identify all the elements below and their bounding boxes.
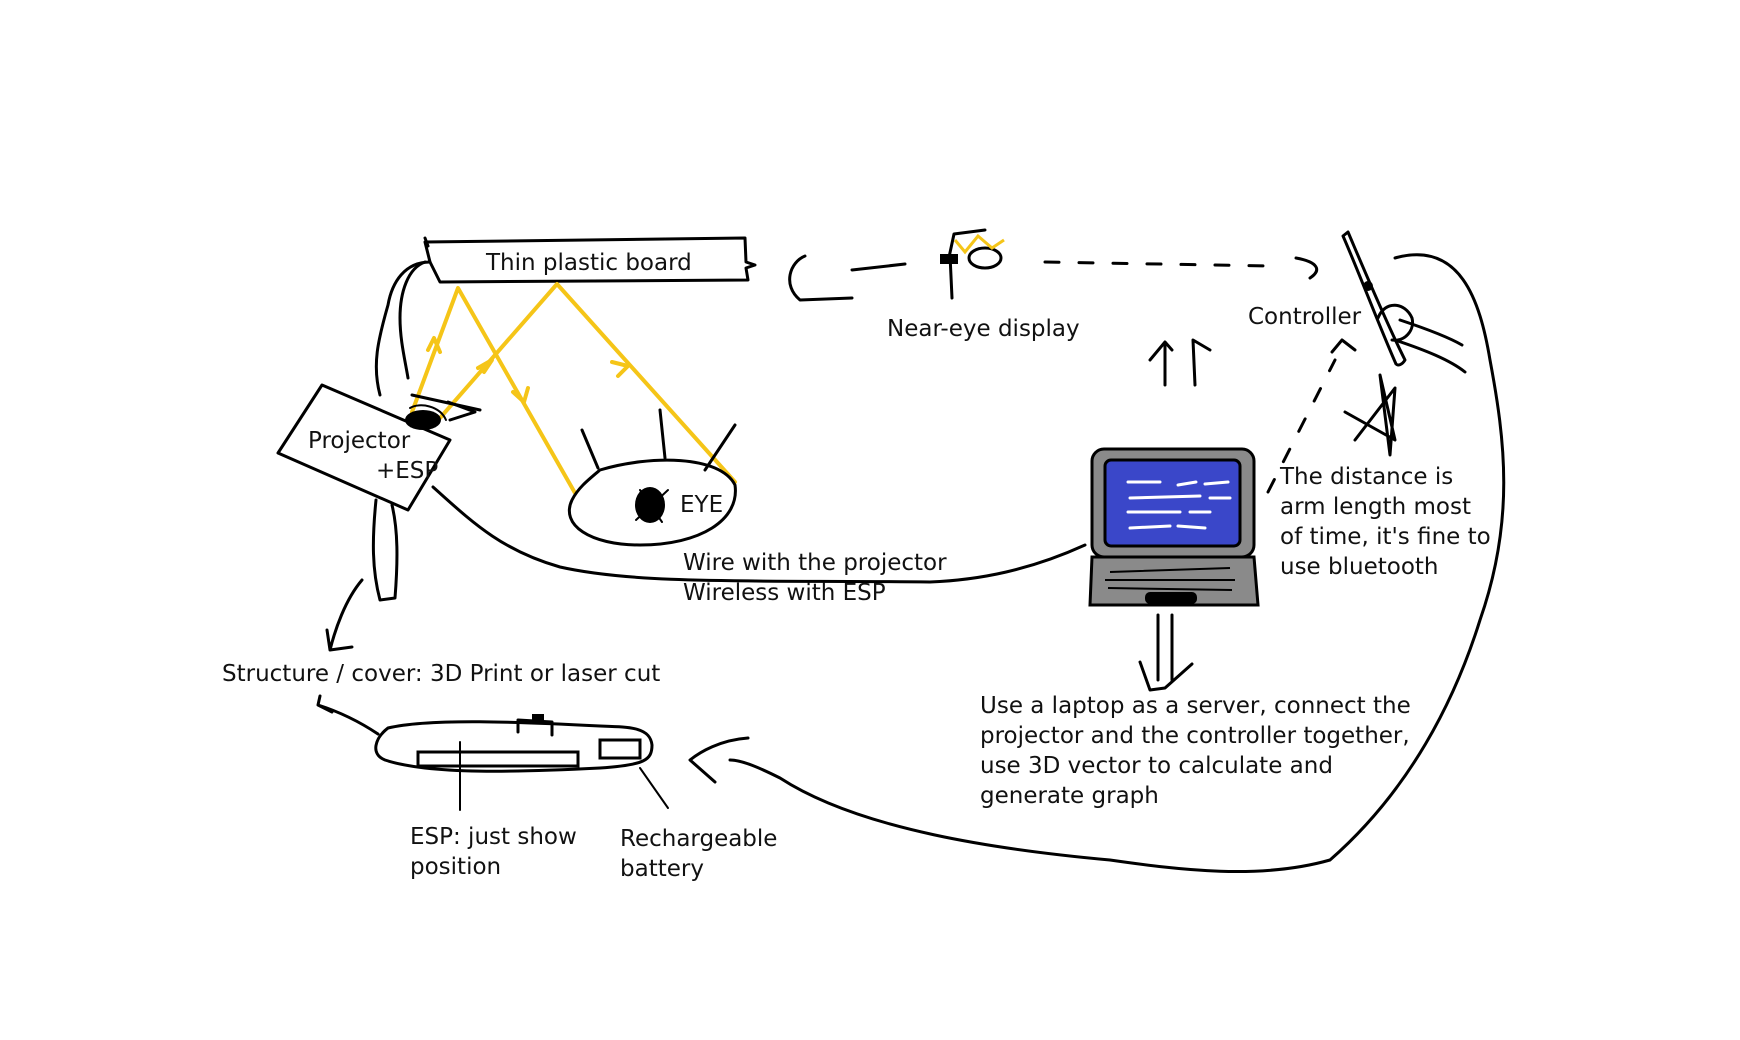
board-to-display-curve bbox=[788, 254, 907, 302]
structure-label: Structure / cover: 3D Print or laser cut bbox=[222, 661, 660, 687]
controller-label: Controller bbox=[1248, 304, 1362, 330]
distance-note-line2: arm length most bbox=[1280, 494, 1471, 520]
projector-laptop-wire bbox=[431, 485, 1087, 584]
esp-to-structure-arrow bbox=[316, 694, 380, 736]
controller-icon bbox=[1341, 230, 1467, 374]
laptop-note-line3: use 3D vector to calculate and bbox=[980, 753, 1333, 779]
eye-label: EYE bbox=[680, 492, 723, 518]
structure-arrow bbox=[325, 578, 364, 652]
distance-note-line1: The distance is bbox=[1279, 464, 1453, 490]
laptop-icon bbox=[1088, 447, 1260, 607]
laptop-controller-link bbox=[1266, 358, 1337, 494]
battery-label-line1: Rechargeable bbox=[620, 826, 777, 852]
wire-label-line2: Wireless with ESP bbox=[683, 580, 886, 606]
eye-icon bbox=[567, 408, 737, 547]
projector-icon bbox=[276, 383, 482, 512]
wire-label-line1: Wire with the projector bbox=[683, 550, 947, 576]
plastic-board bbox=[423, 236, 757, 284]
esp-label-line2: position bbox=[410, 854, 501, 880]
battery-label-line2: battery bbox=[620, 856, 704, 882]
display-controller-link bbox=[1043, 260, 1272, 268]
distance-note-line3: of time, it's fine to bbox=[1280, 524, 1491, 550]
near-eye-display-icon bbox=[940, 228, 1005, 300]
projector-label-line2: +ESP bbox=[376, 458, 438, 484]
headset-post bbox=[371, 498, 399, 602]
laptop-note-line4: generate graph bbox=[980, 783, 1159, 809]
laptop-note-line2: projector and the controller together, bbox=[980, 723, 1410, 749]
laptop-down-arrow bbox=[1138, 613, 1194, 692]
battery-icon bbox=[374, 714, 669, 811]
laptop-up-arrows bbox=[1148, 338, 1212, 387]
projector-label-line1: Projector bbox=[308, 428, 411, 454]
esp-label-line1: ESP: just show bbox=[410, 824, 577, 850]
headset-frame bbox=[374, 260, 432, 397]
bluetooth-icon bbox=[1343, 373, 1397, 457]
board-label: Thin plastic board bbox=[485, 250, 692, 276]
distance-note-line4: use bluetooth bbox=[1280, 554, 1439, 580]
near-eye-label: Near-eye display bbox=[887, 316, 1080, 342]
laptop-note-line1: Use a laptop as a server, connect the bbox=[980, 693, 1411, 719]
light-rays bbox=[410, 282, 737, 495]
controller-to-esp-loop bbox=[728, 253, 1506, 874]
